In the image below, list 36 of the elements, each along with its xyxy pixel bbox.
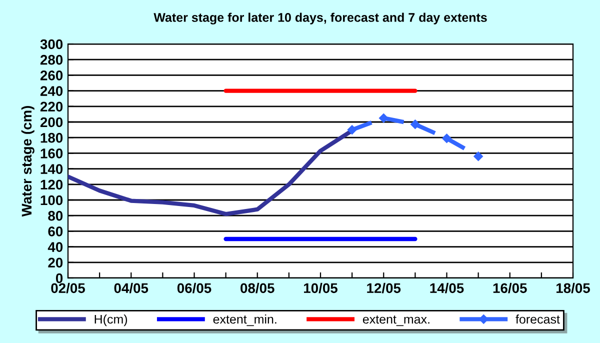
point: [410, 120, 420, 129]
legend-label: extent_min.: [213, 314, 276, 326]
y-tick-label: 40: [48, 242, 63, 252]
y-axis-title: Water stage (cm): [21, 106, 34, 217]
x-tick-label: 08/05: [240, 282, 274, 294]
x-tick-label: 10/05: [304, 282, 338, 294]
legend-label: forecast: [516, 314, 560, 324]
y-tick-label: 20: [48, 258, 63, 268]
y-tick-label: 220: [40, 102, 63, 112]
x-tick-label: 04/05: [114, 282, 148, 294]
y-tick-label: 140: [40, 164, 63, 174]
y-tick-label: 100: [40, 195, 63, 206]
y-tick-label: 80: [48, 210, 63, 221]
x-tick-label: 18/05: [556, 282, 590, 294]
y-tick-label: 280: [40, 54, 63, 65]
y-tick-label: 160: [40, 148, 63, 158]
y-tick-label: 260: [40, 70, 63, 80]
point: [474, 152, 483, 161]
legend-label: H(cm): [94, 314, 128, 326]
legend-label: extent_max.: [362, 315, 430, 326]
y-tick-label: 60: [48, 226, 63, 236]
y-tick-label: 180: [40, 132, 63, 143]
x-tick-label: 16/05: [493, 282, 527, 294]
y-tick-label: 300: [40, 39, 63, 50]
x-tick-label: 06/05: [177, 282, 212, 294]
y-tick-label: 200: [40, 117, 63, 128]
x-tick-label: 12/05: [367, 282, 401, 294]
point: [347, 125, 357, 134]
point: [442, 134, 452, 144]
x-tick-label: 14/05: [430, 282, 464, 294]
point: [379, 113, 388, 123]
x-tick-label: 02/05: [51, 282, 85, 294]
y-tick-label: 120: [40, 180, 63, 190]
y-tick-label: 0: [56, 273, 63, 284]
chart-title: Water stage for later 10 days, forecast and 7 day extents: [154, 12, 487, 24]
y-tick-label: 240: [40, 86, 63, 96]
